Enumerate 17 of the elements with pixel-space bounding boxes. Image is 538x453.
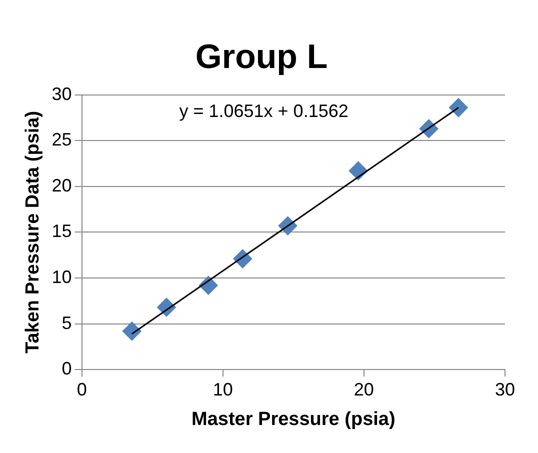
y-tick-label: 10: [52, 266, 72, 287]
point: [122, 322, 142, 341]
x-tick-label: 0: [76, 379, 87, 400]
y-tick-label: 0: [62, 358, 72, 379]
x-tick-label: 30: [494, 379, 516, 400]
y-tick-label: 15: [52, 221, 72, 242]
y-tick-label: 30: [52, 84, 72, 104]
y-axis-title: Taken Pressure Data (psia): [22, 110, 44, 354]
point: [448, 98, 468, 118]
y-tick-label: 5: [62, 312, 72, 333]
y-tick-label: 20: [52, 175, 72, 196]
y-tick-label: 25: [52, 130, 72, 150]
x-axis-title: Master Pressure (psia): [191, 408, 396, 430]
annotation: y = 1.0651x + 0.1562: [179, 100, 348, 121]
chart-title: Group L: [195, 38, 328, 76]
x-tick-label: 20: [354, 379, 374, 400]
x-tick-label: 10: [212, 379, 233, 400]
